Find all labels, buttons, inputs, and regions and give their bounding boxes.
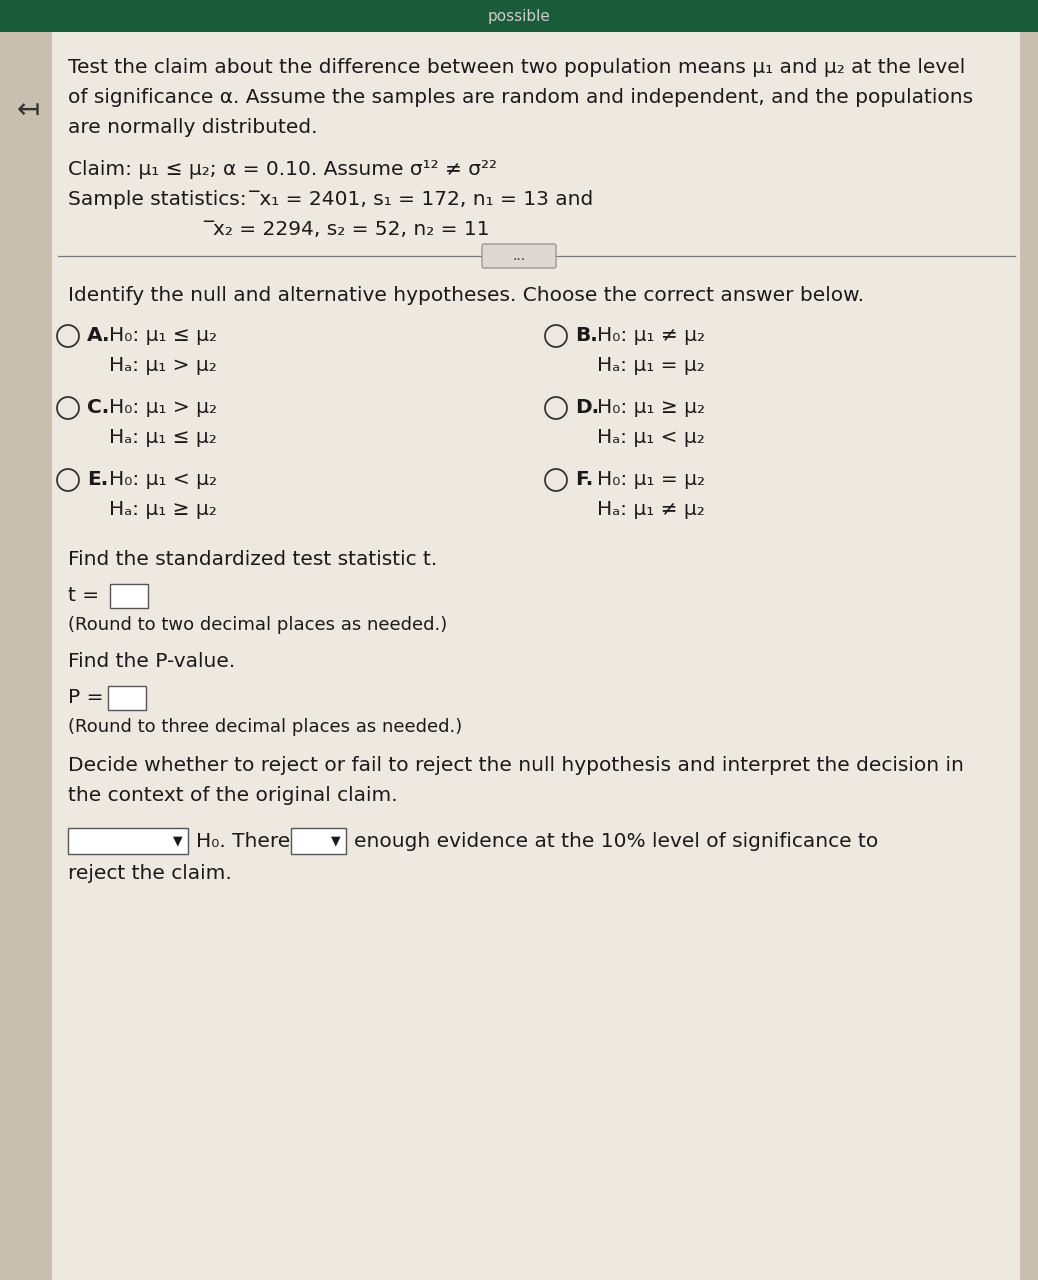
FancyBboxPatch shape [110, 584, 148, 608]
FancyBboxPatch shape [108, 686, 146, 710]
Text: H₀: μ₁ ≠ μ₂: H₀: μ₁ ≠ μ₂ [597, 326, 705, 346]
Text: (Round to two decimal places as needed.): (Round to two decimal places as needed.) [69, 616, 447, 634]
Text: H₀: μ₁ ≥ μ₂: H₀: μ₁ ≥ μ₂ [597, 398, 705, 417]
FancyBboxPatch shape [482, 244, 556, 268]
Text: Decide whether to reject or fail to reject the null hypothesis and interpret the: Decide whether to reject or fail to reje… [69, 756, 964, 774]
Text: P =: P = [69, 689, 104, 707]
Text: Hₐ: μ₁ = μ₂: Hₐ: μ₁ = μ₂ [597, 356, 705, 375]
FancyBboxPatch shape [291, 828, 346, 854]
FancyBboxPatch shape [69, 828, 188, 854]
Text: are normally distributed.: are normally distributed. [69, 118, 318, 137]
Text: Hₐ: μ₁ ≥ μ₂: Hₐ: μ₁ ≥ μ₂ [109, 500, 217, 518]
Text: (Round to three decimal places as needed.): (Round to three decimal places as needed… [69, 718, 462, 736]
Text: possible: possible [488, 9, 550, 23]
Text: Hₐ: μ₁ ≤ μ₂: Hₐ: μ₁ ≤ μ₂ [109, 428, 217, 447]
Text: B.: B. [575, 326, 598, 346]
Text: H₀. There: H₀. There [196, 832, 291, 851]
FancyBboxPatch shape [0, 32, 52, 1280]
Text: H₀: μ₁ < μ₂: H₀: μ₁ < μ₂ [109, 470, 217, 489]
Text: Identify the null and alternative hypotheses. Choose the correct answer below.: Identify the null and alternative hypoth… [69, 285, 864, 305]
Text: ...: ... [513, 250, 525, 262]
Text: E.: E. [87, 470, 108, 489]
Text: Find the P-value.: Find the P-value. [69, 652, 236, 671]
Text: D.: D. [575, 398, 599, 417]
Text: Hₐ: μ₁ ≠ μ₂: Hₐ: μ₁ ≠ μ₂ [597, 500, 705, 518]
Text: C.: C. [87, 398, 109, 417]
FancyBboxPatch shape [0, 32, 1038, 1280]
Text: H₀: μ₁ = μ₂: H₀: μ₁ = μ₂ [597, 470, 705, 489]
Text: of significance α. Assume the samples are random and independent, and the popula: of significance α. Assume the samples ar… [69, 88, 974, 108]
Text: Hₐ: μ₁ < μ₂: Hₐ: μ₁ < μ₂ [597, 428, 705, 447]
Text: ̅x₂ = 2294, s₂ = 52, n₂ = 11: ̅x₂ = 2294, s₂ = 52, n₂ = 11 [213, 220, 490, 239]
Text: Claim: μ₁ ≤ μ₂; α = 0.10. Assume σ¹² ≠ σ²²: Claim: μ₁ ≤ μ₂; α = 0.10. Assume σ¹² ≠ σ… [69, 160, 497, 179]
Text: A.: A. [87, 326, 110, 346]
Text: F.: F. [575, 470, 594, 489]
Text: reject the claim.: reject the claim. [69, 864, 231, 883]
Text: t =: t = [69, 586, 99, 605]
FancyBboxPatch shape [1020, 32, 1038, 1280]
Text: enough evidence at the 10% level of significance to: enough evidence at the 10% level of sign… [354, 832, 878, 851]
Text: Find the standardized test statistic t.: Find the standardized test statistic t. [69, 550, 437, 570]
Text: H₀: μ₁ > μ₂: H₀: μ₁ > μ₂ [109, 398, 217, 417]
Text: Sample statistics:  ̅x₁ = 2401, s₁ = 172, n₁ = 13 and: Sample statistics: ̅x₁ = 2401, s₁ = 172,… [69, 189, 594, 209]
Text: ↤: ↤ [17, 96, 39, 124]
Text: ▼: ▼ [173, 835, 183, 847]
Text: the context of the original claim.: the context of the original claim. [69, 786, 398, 805]
Text: ▼: ▼ [331, 835, 340, 847]
Text: H₀: μ₁ ≤ μ₂: H₀: μ₁ ≤ μ₂ [109, 326, 217, 346]
Text: Test the claim about the difference between two population means μ₁ and μ₂ at th: Test the claim about the difference betw… [69, 58, 965, 77]
FancyBboxPatch shape [0, 0, 1038, 32]
Text: Hₐ: μ₁ > μ₂: Hₐ: μ₁ > μ₂ [109, 356, 217, 375]
